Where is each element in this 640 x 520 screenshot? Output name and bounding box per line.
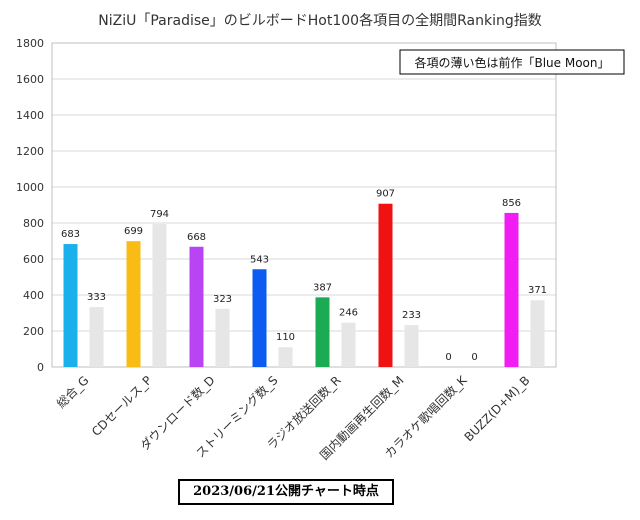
bar-previous bbox=[278, 347, 293, 367]
data-label-current: 683 bbox=[61, 229, 80, 240]
data-label-current: 0 bbox=[445, 352, 451, 363]
data-label-previous: 110 bbox=[276, 332, 295, 343]
data-label-previous: 0 bbox=[471, 352, 477, 363]
annotation-box bbox=[399, 49, 625, 75]
bar-current bbox=[126, 241, 141, 367]
bar-current bbox=[63, 244, 78, 367]
y-tick-label: 0 bbox=[37, 361, 44, 374]
y-tick-label: 800 bbox=[23, 217, 44, 230]
bar-current bbox=[378, 203, 393, 367]
bar-current bbox=[189, 246, 204, 367]
bar-previous bbox=[89, 307, 104, 367]
bar-previous bbox=[530, 300, 545, 367]
y-tick-label: 400 bbox=[23, 289, 44, 302]
data-label-current: 907 bbox=[376, 189, 395, 200]
bar-current bbox=[504, 212, 519, 367]
bar-current bbox=[252, 269, 267, 367]
data-label-current: 387 bbox=[313, 282, 332, 293]
data-label-previous: 233 bbox=[402, 310, 421, 321]
data-label-current: 699 bbox=[124, 226, 143, 237]
bar-current bbox=[315, 297, 330, 367]
y-tick-label: 1000 bbox=[16, 181, 44, 194]
bar-previous bbox=[341, 322, 356, 367]
data-label-previous: 323 bbox=[213, 294, 232, 305]
y-tick-label: 200 bbox=[23, 325, 44, 338]
y-tick-label: 600 bbox=[23, 253, 44, 266]
y-tick-label: 1400 bbox=[16, 109, 44, 122]
plot-area-border bbox=[51, 42, 557, 368]
y-tick-label: 1800 bbox=[16, 37, 44, 50]
annotation-text: 各項の薄い色は前作「Blue Moon」 bbox=[414, 55, 609, 70]
bar-previous bbox=[152, 224, 167, 367]
data-label-current: 543 bbox=[250, 254, 269, 265]
data-label-previous: 333 bbox=[87, 292, 106, 303]
snapshot-date-label: 2023/06/21公開チャート時点 bbox=[178, 479, 394, 505]
y-tick-label: 1600 bbox=[16, 73, 44, 86]
category-label: BUZZ(D+M)_B bbox=[462, 373, 533, 444]
category-label: 総合_G bbox=[53, 373, 91, 411]
data-label-previous: 371 bbox=[528, 285, 547, 296]
category-label: CDセールス_P bbox=[89, 373, 155, 439]
bar-previous bbox=[404, 325, 419, 367]
y-tick-label: 1200 bbox=[16, 145, 44, 158]
data-label-current: 856 bbox=[502, 198, 521, 209]
data-label-previous: 794 bbox=[150, 209, 169, 220]
chart-title: NiZiU「Paradise」のビルボードHot100各項目の全期間Rankin… bbox=[98, 13, 542, 29]
bar-previous bbox=[215, 308, 230, 367]
data-label-previous: 246 bbox=[339, 308, 358, 319]
data-label-current: 668 bbox=[187, 232, 206, 243]
